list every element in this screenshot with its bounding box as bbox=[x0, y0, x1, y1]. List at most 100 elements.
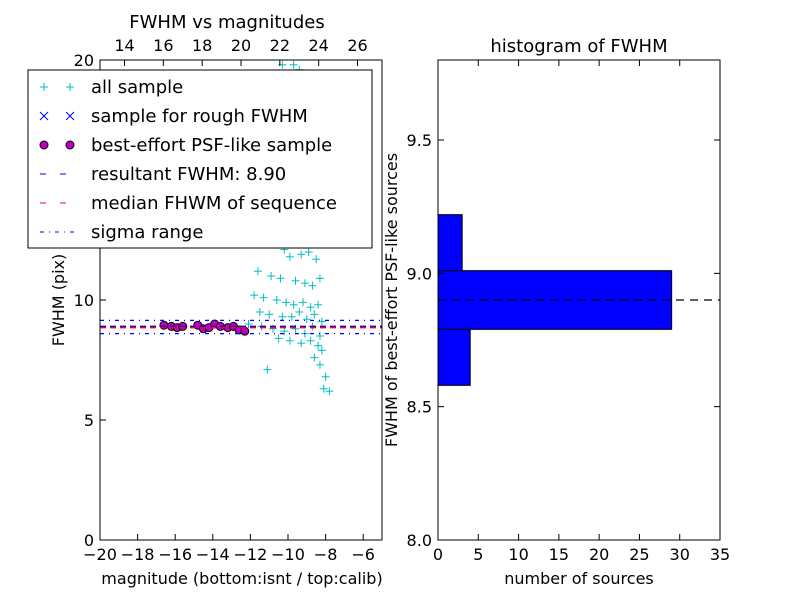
all-sample-point bbox=[289, 300, 298, 309]
legend-item-median-fwhm: median FHWM of sequence bbox=[40, 193, 337, 214]
circle-marker-icon bbox=[39, 140, 75, 150]
all-sample-point bbox=[302, 315, 311, 324]
histogram-x-label: number of sources bbox=[504, 569, 654, 588]
x-tick-label: 25 bbox=[629, 545, 649, 564]
top-tick-label: 24 bbox=[308, 36, 328, 55]
top-tick-label: 26 bbox=[347, 36, 367, 55]
all-sample-point bbox=[317, 346, 326, 355]
histogram-x-axis: 0 5 10 15 20 25 30 35 bbox=[433, 60, 730, 564]
all-sample-point bbox=[325, 387, 334, 396]
all-sample-point bbox=[319, 384, 328, 393]
x-tick-label: −18 bbox=[121, 545, 155, 564]
top-tick-label: 22 bbox=[270, 36, 290, 55]
all-sample-point bbox=[276, 274, 285, 283]
y-tick-label: 20 bbox=[74, 51, 94, 70]
histogram-y-label: FWHM of best-effort PSF-like sources bbox=[382, 153, 401, 447]
all-sample-point bbox=[265, 310, 274, 319]
histogram-y-axis: 8.0 8.5 9.0 9.5 bbox=[407, 131, 720, 550]
histogram-title: histogram of FWHM bbox=[490, 36, 667, 57]
all-sample-point bbox=[308, 281, 317, 290]
legend-item-sigma-range: sigma range bbox=[40, 222, 203, 243]
all-sample-point bbox=[291, 276, 300, 285]
all-sample-point bbox=[289, 60, 298, 69]
x-tick-label: 10 bbox=[508, 545, 528, 564]
x-tick-label: −10 bbox=[271, 545, 305, 564]
legend-item-rough-fwhm: sample for rough FWHM bbox=[39, 106, 308, 127]
all-sample-point bbox=[267, 272, 276, 280]
all-sample-point bbox=[280, 327, 289, 336]
legend-label: sample for rough FWHM bbox=[91, 106, 308, 127]
histogram-panel: histogram of FWHM 0 5 10 15 20 25 30 35 8.0 8.5 9… bbox=[382, 36, 730, 588]
scatter-x-axis: −20 −18 −16 −14 −12 −10 −8 −6 bbox=[83, 534, 375, 564]
x-tick-label: −14 bbox=[196, 545, 230, 564]
all-sample-point bbox=[295, 308, 304, 316]
all-sample-point bbox=[278, 312, 287, 321]
histogram-bar bbox=[437, 328, 471, 386]
y-tick-label: 5 bbox=[84, 411, 94, 430]
scatter-y-label: FWHM (pix) bbox=[49, 254, 68, 347]
legend-item-resultant-fwhm: resultant FWHM: 8.90 bbox=[40, 164, 286, 185]
all-sample-point bbox=[297, 339, 306, 348]
x-tick-label: 20 bbox=[589, 545, 609, 564]
top-tick-label: 18 bbox=[192, 36, 212, 55]
all-sample-point bbox=[299, 298, 308, 307]
scatter-x-label: magnitude (bottom:isnt / top:calib) bbox=[101, 569, 382, 588]
scatter-panel: FWHM vs magnitudes −20 −18 −16 −14 −12 −10 −8−… bbox=[27, 12, 383, 588]
x-tick-label: 0 bbox=[433, 545, 443, 564]
all-sample-point bbox=[315, 274, 324, 283]
all-sample-point bbox=[314, 300, 323, 309]
legend-label: all sample bbox=[91, 77, 183, 98]
scatter-title: FWHM vs magnitudes bbox=[129, 12, 324, 33]
y-tick-label: 9.5 bbox=[407, 131, 432, 150]
all-sample-point bbox=[297, 250, 306, 259]
histogram-plot-frame bbox=[437, 59, 721, 541]
y-tick-label: 0 bbox=[84, 531, 94, 550]
y-tick-label: 8.0 bbox=[407, 531, 432, 550]
histogram-bar bbox=[437, 214, 463, 272]
x-tick-label: −16 bbox=[158, 545, 192, 564]
all-sample-point bbox=[285, 336, 294, 345]
x-tick-label: 30 bbox=[670, 545, 690, 564]
x-tick-label: −8 bbox=[314, 545, 338, 564]
scatter-legend: all sample sample for rough FWHM best-ef… bbox=[27, 69, 373, 249]
all-sample-point bbox=[300, 279, 309, 288]
scatter-reference-lines bbox=[100, 319, 382, 335]
all-sample-point bbox=[259, 293, 268, 302]
legend-frame bbox=[27, 69, 373, 249]
legend-label: sigma range bbox=[91, 222, 203, 243]
x-tick-label: 35 bbox=[710, 545, 730, 564]
all-sample-point bbox=[317, 317, 326, 326]
all-sample-point bbox=[272, 296, 281, 304]
all-sample-point bbox=[250, 291, 259, 300]
y-tick-label: 9.0 bbox=[407, 264, 432, 283]
plus-marker-icon bbox=[40, 83, 74, 91]
all-sample-point bbox=[310, 310, 319, 319]
x-tick-label: 15 bbox=[549, 545, 569, 564]
legend-label: resultant FWHM: 8.90 bbox=[91, 164, 286, 185]
all-sample-point bbox=[285, 252, 294, 261]
all-sample-point bbox=[306, 303, 315, 312]
all-sample-point bbox=[321, 372, 330, 381]
all-sample-point bbox=[244, 320, 253, 328]
top-tick-label: 16 bbox=[153, 36, 173, 55]
y-tick-label: 10 bbox=[74, 291, 94, 310]
legend-label: best-effort PSF-like sample bbox=[91, 135, 332, 156]
legend-label: median FHWM of sequence bbox=[91, 193, 337, 214]
y-tick-label: 8.5 bbox=[407, 398, 432, 417]
all-sample-point bbox=[282, 298, 291, 307]
all-sample-point bbox=[314, 341, 323, 350]
x-tick-label: −20 bbox=[83, 545, 117, 564]
all-sample-point bbox=[263, 365, 272, 374]
all-sample-point bbox=[287, 312, 296, 321]
legend-item-all-sample: all sample bbox=[40, 77, 183, 98]
x-tick-label: 5 bbox=[473, 545, 483, 564]
scatter-y-axis: 0 5 10 20 bbox=[74, 51, 106, 550]
x-tick-label: −12 bbox=[234, 545, 268, 564]
top-tick-label: 20 bbox=[231, 36, 251, 55]
x-marker-icon bbox=[39, 111, 75, 121]
all-sample-point bbox=[255, 308, 264, 316]
all-sample-point bbox=[315, 360, 324, 369]
all-sample-point bbox=[253, 267, 262, 276]
all-sample-point bbox=[304, 248, 313, 256]
